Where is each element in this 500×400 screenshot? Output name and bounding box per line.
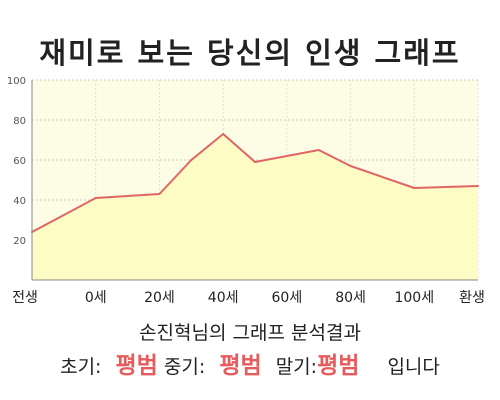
data-point: [94, 197, 97, 199]
x-tick-label: 100세: [394, 290, 434, 306]
tick-labels: 20 40 60 80 100 전생 0세 20세 40세 60세 80세 100세 환생: [7, 76, 485, 306]
data-point: [222, 133, 225, 135]
early-label: 초기:: [60, 356, 102, 378]
data-point: [190, 159, 193, 161]
data-point: [317, 149, 320, 151]
analysis-result: 초기: 평범 중기: 평범 말기:평범 입니다: [0, 346, 500, 380]
y-tick-label: 100: [7, 76, 26, 87]
x-tick-label: 20세: [144, 290, 175, 306]
data-point: [158, 193, 161, 195]
result-suffix: 입니다: [387, 356, 440, 378]
analysis-subtitle: 손진혁님의 그래프 분석결과: [139, 322, 361, 344]
x-tick-label: 전생: [12, 290, 38, 306]
axes: [31, 80, 478, 281]
late-label: 말기:: [275, 356, 318, 378]
data-point: [254, 161, 256, 163]
y-tick-label: 20: [13, 236, 26, 247]
x-tick-label: 40세: [208, 290, 239, 306]
mid-label: 중기:: [163, 356, 206, 378]
area-fill: [32, 134, 478, 280]
y-tick-label: 60: [13, 156, 26, 167]
y-tick-label: 80: [13, 116, 26, 127]
x-tick-label: 60세: [272, 290, 303, 306]
x-tick-label: 환생: [459, 290, 485, 306]
page-title: 재미로 보는 당신의 인생 그래프: [39, 36, 461, 70]
early-value: 평범: [115, 353, 158, 379]
y-tick-label: 40: [13, 196, 26, 207]
x-tick-label: 80세: [335, 290, 366, 306]
data-point: [285, 155, 288, 157]
data-point: [477, 185, 479, 187]
data-point: [413, 187, 416, 189]
late-value: 평범: [317, 353, 360, 379]
data-point: [349, 165, 352, 167]
mid-value: 평범: [219, 353, 262, 379]
x-tick-label: 0세: [85, 290, 107, 306]
